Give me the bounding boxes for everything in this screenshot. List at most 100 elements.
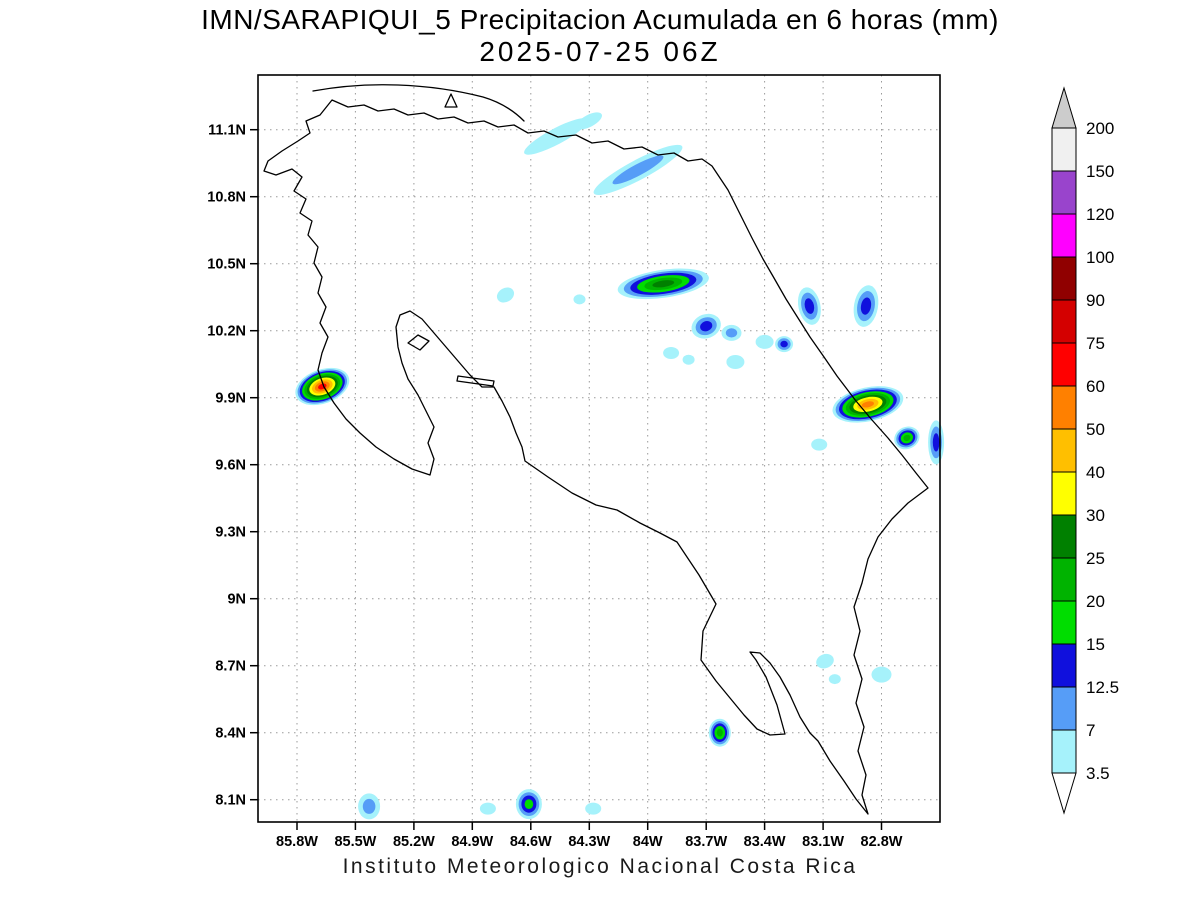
lon-tick-label: 83.4W [744, 834, 786, 850]
colorbar-tick-label: 15 [1086, 635, 1105, 654]
precip-contour [811, 438, 828, 451]
plot-frame [257, 74, 941, 823]
precip-contour [928, 420, 945, 465]
precip-contour-ring [861, 401, 874, 408]
precip-contour-ring [811, 438, 828, 451]
precip-contour-ring [663, 347, 680, 359]
precip-contour [479, 802, 496, 815]
precip-contour-ring [479, 802, 496, 815]
precipitation-contours [295, 112, 945, 820]
precip-contour [894, 426, 920, 450]
precip-contour [295, 367, 350, 406]
colorbar-band [1051, 127, 1077, 172]
precip-contour-ring [725, 328, 738, 338]
lat-tick-label: 8.7N [215, 659, 246, 675]
colorbar: 200 150 120 100 90 75 60 50 40 30 25 20 15 12.5 7 3.5 [1051, 86, 1119, 815]
lat-tick-label: 8.1N [215, 793, 246, 809]
precip-contour-ring [828, 674, 841, 685]
precip-contour [797, 287, 821, 325]
colorbar-segments [1051, 86, 1077, 815]
colorbar-band [1051, 729, 1077, 774]
coastline-costa-rica [263, 99, 929, 815]
colorbar-tick-label: 150 [1086, 162, 1114, 181]
precip-contour [496, 287, 515, 303]
precip-contour-ring [700, 321, 713, 332]
precip-contour [691, 313, 721, 339]
colorbar-tick-label: 7 [1086, 721, 1095, 740]
precip-contour [682, 354, 695, 365]
colorbar-band [1051, 428, 1077, 473]
colorbar-band [1051, 213, 1077, 258]
lake-island [444, 93, 458, 108]
lon-tick-label: 85.2W [393, 834, 435, 850]
colorbar-band [1051, 514, 1077, 559]
colorbar-tick-label: 25 [1086, 549, 1105, 568]
lat-tick-label: 10.5N [207, 257, 246, 273]
lon-tick-label: 82.8W [861, 834, 903, 850]
colorbar-tick-label: 100 [1086, 248, 1114, 267]
colorbar-tick-label: 3.5 [1086, 764, 1110, 783]
chira-island [407, 334, 430, 351]
lon-tick-label: 83.1W [802, 834, 844, 850]
precip-contour [515, 789, 542, 820]
lon-tick-label: 84W [633, 834, 663, 850]
precip-contour [585, 802, 602, 815]
colorbar-band [1051, 643, 1077, 688]
colorbar-band [1051, 342, 1077, 387]
colorbar-tick-label: 120 [1086, 205, 1114, 224]
colorbar-band [1051, 170, 1077, 215]
precip-contour-ring [804, 298, 815, 314]
coastlines [263, 84, 929, 815]
precip-contour-ring [362, 798, 376, 814]
lat-tick-label: 10.8N [207, 190, 246, 206]
precip-contour [828, 674, 841, 685]
colorbar-tick-label: 50 [1086, 420, 1105, 439]
lat-tick-label: 11.1N [208, 123, 246, 139]
precip-contour-ring [780, 340, 788, 348]
colorbar-tick-label: 75 [1086, 334, 1105, 353]
precip-contour-ring [871, 666, 892, 683]
lake-nicaragua-shoreline [312, 84, 525, 122]
colorbar-band [1051, 600, 1077, 645]
colorbar-tick-label: 200 [1086, 119, 1114, 138]
footer-text: Instituto Meteorologico Nacional Costa R… [342, 855, 858, 878]
precip-contour [593, 144, 683, 195]
colorbar-labels: 200 150 120 100 90 75 60 50 40 30 25 20 15 12.5 7 3.5 [1086, 119, 1119, 783]
precip-contour-ring [496, 287, 515, 303]
precip-contour [775, 336, 794, 353]
page-title: IMN/SARAPIQUI_5 Precipitacion Acumulada … [201, 4, 999, 35]
precip-contour [576, 112, 602, 130]
lon-tick-label: 85.8W [276, 834, 318, 850]
precip-contour-ring [524, 799, 534, 809]
colorbar-tick-label: 40 [1086, 463, 1105, 482]
lat-tick-label: 9.3N [215, 525, 246, 541]
map-plot: 11.1N 10.8N 10.5N 10.2N 9.9N 9.6N 9.3N 9N 8.7N 8.… [207, 74, 945, 850]
colorbar-under-arrow [1051, 772, 1077, 815]
colorbar-tick-label: 12.5 [1086, 678, 1119, 697]
precip-contour-ring [816, 653, 834, 669]
page-subtitle: 2025-07-25 06Z [479, 36, 721, 67]
lon-tick-label: 84.6W [510, 834, 552, 850]
colorbar-band [1051, 299, 1077, 344]
colorbar-tick-label: 90 [1086, 291, 1105, 310]
colorbar-tick-label: 60 [1086, 377, 1105, 396]
precip-contour [721, 324, 742, 341]
precip-contour [816, 653, 834, 669]
precip-contour-ring [726, 355, 745, 369]
lat-tick-label: 8.4N [215, 726, 246, 742]
precip-contour-ring [576, 112, 602, 130]
lon-tick-label: 85.5W [334, 834, 376, 850]
colorbar-over-arrow [1051, 86, 1077, 129]
lat-tick-label: 10.2N [207, 324, 246, 340]
precip-contour-ring [903, 434, 911, 442]
precip-contour-ring [585, 802, 602, 815]
precip-contour-ring [652, 280, 675, 288]
precip-contour-ring [612, 155, 664, 185]
puntarenas-spit [456, 375, 495, 387]
lat-tick-label: 9.9N [215, 391, 246, 407]
precip-contour [358, 793, 381, 820]
lon-tick-label: 83.7W [685, 834, 727, 850]
precip-contour [871, 666, 892, 683]
precip-contour-ring [573, 294, 586, 305]
